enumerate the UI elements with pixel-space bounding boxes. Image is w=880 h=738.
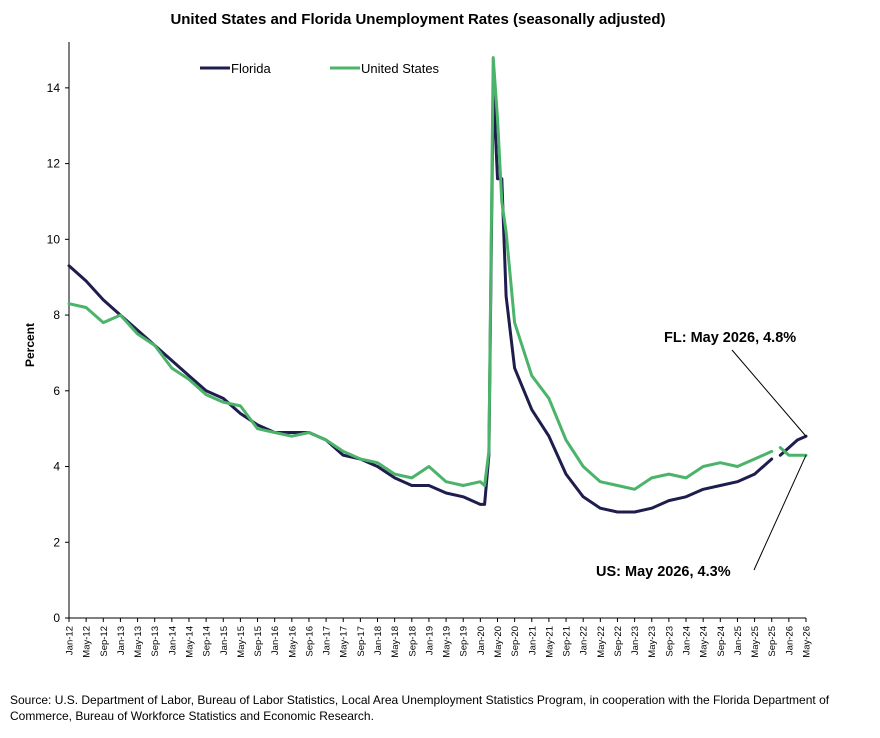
x-tick-label: Jan-20 — [476, 626, 487, 655]
x-tick-label: Sep-23 — [664, 626, 675, 657]
x-tick-label: Sep-18 — [407, 626, 418, 657]
x-tick-label: Jan-19 — [424, 626, 435, 655]
y-tick-label: 2 — [53, 535, 60, 549]
x-tick-label: Jan-22 — [579, 626, 590, 655]
x-tick-label: May-20 — [493, 626, 504, 658]
source-note: Source: U.S. Department of Labor, Bureau… — [10, 693, 830, 723]
x-tick-label: Sep-16 — [304, 626, 315, 657]
x-tick-label: Jan-17 — [322, 626, 333, 655]
x-tick-label: May-15 — [236, 626, 247, 658]
x-tick-label: Sep-13 — [150, 626, 161, 657]
x-tick-label: Sep-17 — [356, 626, 367, 657]
us-annotation-leader — [753, 454, 807, 571]
x-tick-label: May-26 — [802, 626, 813, 658]
x-tick-label: Jan-18 — [373, 626, 384, 655]
series-layer — [67, 56, 808, 514]
x-tick-label: Sep-21 — [562, 626, 573, 657]
x-tick-label: Jan-16 — [270, 626, 281, 655]
us-annotation: US: May 2026, 4.3% — [596, 564, 731, 580]
x-tick-label: May-21 — [544, 626, 555, 658]
fl-annotation: FL: May 2026, 4.8% — [664, 330, 796, 346]
x-tick-label: Sep-15 — [253, 626, 264, 657]
axes: 0 2 4 6 8 10 12 14 Jan-12 May-12 Sep-12 Jan-13 May-1… — [47, 42, 813, 658]
chart: United States and Florida Unemployment R… — [23, 11, 813, 658]
x-tick-label: Sep-19 — [459, 626, 470, 657]
y-tick-label: 6 — [53, 384, 60, 398]
x-tick-label: May-13 — [133, 626, 144, 658]
x-tick-label: May-12 — [82, 626, 93, 658]
y-tick-label: 4 — [53, 460, 60, 474]
x-tick-label: Sep-24 — [716, 626, 727, 657]
x-tick-label: Jan-24 — [682, 626, 693, 655]
x-tick-label: May-25 — [750, 626, 761, 658]
x-tick-label: Jan-26 — [784, 626, 795, 655]
legend: Florida United States — [200, 61, 440, 76]
x-tick-label: May-14 — [184, 626, 195, 658]
y-tick-label: 0 — [53, 611, 60, 625]
annotations: FL: May 2026, 4.8% US: May 2026, 4.3% — [596, 330, 807, 580]
x-tick-label: May-24 — [699, 626, 710, 658]
legend-label: Florida — [231, 61, 272, 76]
x-tick-label: Sep-12 — [99, 626, 110, 657]
x-tick-label: Jan-15 — [219, 626, 230, 655]
x-tick-label: Jan-23 — [630, 626, 641, 655]
x-tick-label: Jan-14 — [167, 626, 178, 655]
x-tick-label: May-23 — [647, 626, 658, 658]
x-tick-label: Sep-22 — [613, 626, 624, 657]
x-tick-label: May-18 — [390, 626, 401, 658]
x-tick-label: Jan-21 — [527, 626, 538, 655]
x-tick-label: May-22 — [596, 626, 607, 658]
chart-title: United States and Florida Unemployment R… — [170, 11, 665, 28]
y-tick-label: 8 — [53, 308, 60, 322]
x-tick-label: Sep-14 — [202, 626, 213, 657]
y-tick-label: 14 — [47, 81, 61, 95]
x-tick-label: Sep-25 — [767, 626, 778, 657]
series-line-florida — [67, 82, 808, 514]
series-line-united-states — [67, 56, 808, 491]
x-tick-label: May-17 — [339, 626, 350, 658]
fl-annotation-leader — [731, 349, 807, 437]
y-tick-label: 12 — [47, 157, 61, 171]
y-axis-label: Percent — [23, 323, 37, 367]
y-tick-label: 10 — [47, 232, 61, 246]
legend-label: United States — [361, 61, 440, 76]
x-tick-label: May-19 — [442, 626, 453, 658]
x-tick-label: Sep-20 — [510, 626, 521, 657]
x-tick-label: Jan-12 — [65, 626, 76, 655]
x-tick-label: Jan-25 — [733, 626, 744, 655]
x-tick-label: Jan-13 — [116, 626, 127, 655]
x-tick-label: May-16 — [287, 626, 298, 658]
